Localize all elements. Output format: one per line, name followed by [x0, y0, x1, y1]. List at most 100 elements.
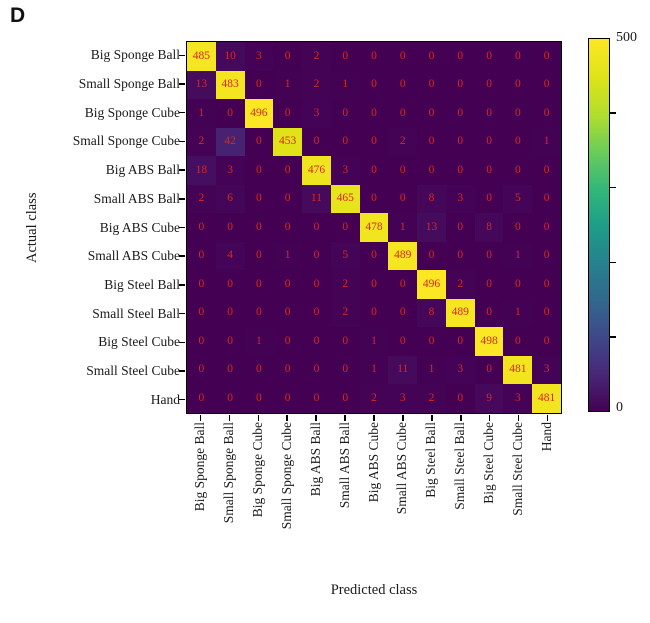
column-label: Big ABS Ball — [308, 422, 325, 496]
confusion-matrix-figure: D Actual class 4851030200000000134830121… — [0, 0, 650, 623]
matrix-cell: 0 — [216, 327, 245, 356]
column-label: Big ABS Cube — [366, 422, 383, 502]
matrix-cell: 0 — [532, 242, 561, 271]
matrix-cell: 0 — [245, 242, 274, 271]
matrix-cell: 0 — [331, 356, 360, 385]
matrix-cell: 3 — [302, 99, 331, 128]
matrix-cell: 0 — [360, 71, 389, 100]
matrix-cell: 0 — [302, 356, 331, 385]
matrix-cell: 1 — [417, 356, 446, 385]
matrix-cell: 0 — [302, 213, 331, 242]
matrix-cell: 0 — [216, 299, 245, 328]
matrix-cell: 0 — [331, 213, 360, 242]
colorbar-min-label: 0 — [616, 400, 623, 416]
column-label: Small Steel Cube — [510, 422, 527, 516]
matrix-cell: 0 — [532, 185, 561, 214]
matrix-cell: 0 — [475, 299, 504, 328]
column-label: Big Steel Ball — [423, 422, 440, 498]
matrix-cell: 0 — [331, 128, 360, 157]
matrix-cell: 0 — [503, 42, 532, 71]
matrix-cell: 0 — [245, 299, 274, 328]
matrix-cell: 0 — [417, 156, 446, 185]
x-tick-mark — [258, 415, 260, 421]
matrix-cell: 10 — [216, 42, 245, 71]
matrix-cell: 0 — [503, 213, 532, 242]
matrix-cell: 0 — [446, 213, 475, 242]
matrix-cell: 0 — [187, 384, 216, 413]
y-tick-mark — [179, 313, 185, 315]
column-label: Small Sponge Ball — [221, 422, 238, 523]
matrix-cell: 2 — [388, 128, 417, 157]
matrix-cell: 2 — [302, 71, 331, 100]
matrix-cell: 0 — [216, 99, 245, 128]
x-tick-mark — [460, 415, 462, 421]
matrix-cell: 1 — [360, 356, 389, 385]
matrix-cell: 0 — [417, 99, 446, 128]
matrix-cell: 0 — [446, 99, 475, 128]
matrix-cell: 0 — [503, 270, 532, 299]
matrix-cell: 5 — [503, 185, 532, 214]
matrix-cell: 485 — [187, 42, 216, 71]
matrix-cell: 0 — [216, 356, 245, 385]
colorbar — [588, 38, 610, 412]
matrix-cell: 9 — [475, 384, 504, 413]
matrix-cell: 1 — [503, 242, 532, 271]
matrix-cell: 0 — [273, 213, 302, 242]
colorbar-tick-mark — [610, 336, 616, 338]
matrix-cell: 2 — [187, 185, 216, 214]
matrix-cell: 0 — [417, 242, 446, 271]
matrix-cell: 0 — [187, 242, 216, 271]
matrix-cell: 0 — [331, 327, 360, 356]
matrix-cell: 11 — [388, 356, 417, 385]
row-label: Big Sponge Cube — [0, 105, 180, 121]
column-label: Small Sponge Cube — [279, 422, 296, 529]
matrix-cell: 489 — [446, 299, 475, 328]
matrix-cell: 3 — [388, 384, 417, 413]
matrix-cell: 0 — [216, 384, 245, 413]
colorbar-tick-mark — [610, 262, 616, 264]
matrix-cell: 0 — [417, 327, 446, 356]
row-label: Hand — [0, 392, 180, 408]
matrix-cell: 0 — [245, 71, 274, 100]
x-tick-mark — [200, 415, 202, 421]
y-tick-mark — [179, 284, 185, 286]
matrix-cell: 0 — [245, 185, 274, 214]
matrix-cell: 0 — [388, 185, 417, 214]
matrix-cell: 0 — [532, 299, 561, 328]
y-tick-mark — [179, 399, 185, 401]
colorbar-tick-mark — [610, 112, 616, 114]
matrix-cell: 0 — [273, 42, 302, 71]
y-tick-mark — [179, 55, 185, 57]
matrix-cell: 2 — [187, 128, 216, 157]
y-tick-mark — [179, 227, 185, 229]
matrix-cell: 1 — [388, 213, 417, 242]
matrix-cell: 1 — [245, 327, 274, 356]
matrix-cell: 3 — [331, 156, 360, 185]
matrix-cell: 0 — [388, 327, 417, 356]
matrix-cell: 0 — [475, 270, 504, 299]
matrix-cell: 2 — [331, 270, 360, 299]
matrix-cell: 1 — [503, 299, 532, 328]
x-axis-title: Predicted class — [186, 582, 562, 599]
x-tick-mark — [373, 415, 375, 421]
matrix-cell: 481 — [532, 384, 561, 413]
matrix-cell: 0 — [532, 99, 561, 128]
matrix-cell: 0 — [187, 327, 216, 356]
matrix-cell: 0 — [360, 299, 389, 328]
x-tick-mark — [402, 415, 404, 421]
matrix-cell: 0 — [360, 42, 389, 71]
matrix-cell: 496 — [417, 270, 446, 299]
matrix-cell: 0 — [532, 156, 561, 185]
matrix-cell: 42 — [216, 128, 245, 157]
column-label: Big Steel Cube — [481, 422, 498, 504]
matrix-cell: 0 — [273, 327, 302, 356]
matrix-cell: 0 — [475, 185, 504, 214]
matrix-cell: 0 — [503, 327, 532, 356]
matrix-cell: 0 — [475, 356, 504, 385]
matrix-cell: 1 — [331, 71, 360, 100]
matrix-cell: 0 — [388, 270, 417, 299]
column-label: Small ABS Cube — [394, 422, 411, 514]
matrix-cell: 1 — [273, 71, 302, 100]
y-tick-mark — [179, 370, 185, 372]
matrix-cell: 3 — [446, 356, 475, 385]
